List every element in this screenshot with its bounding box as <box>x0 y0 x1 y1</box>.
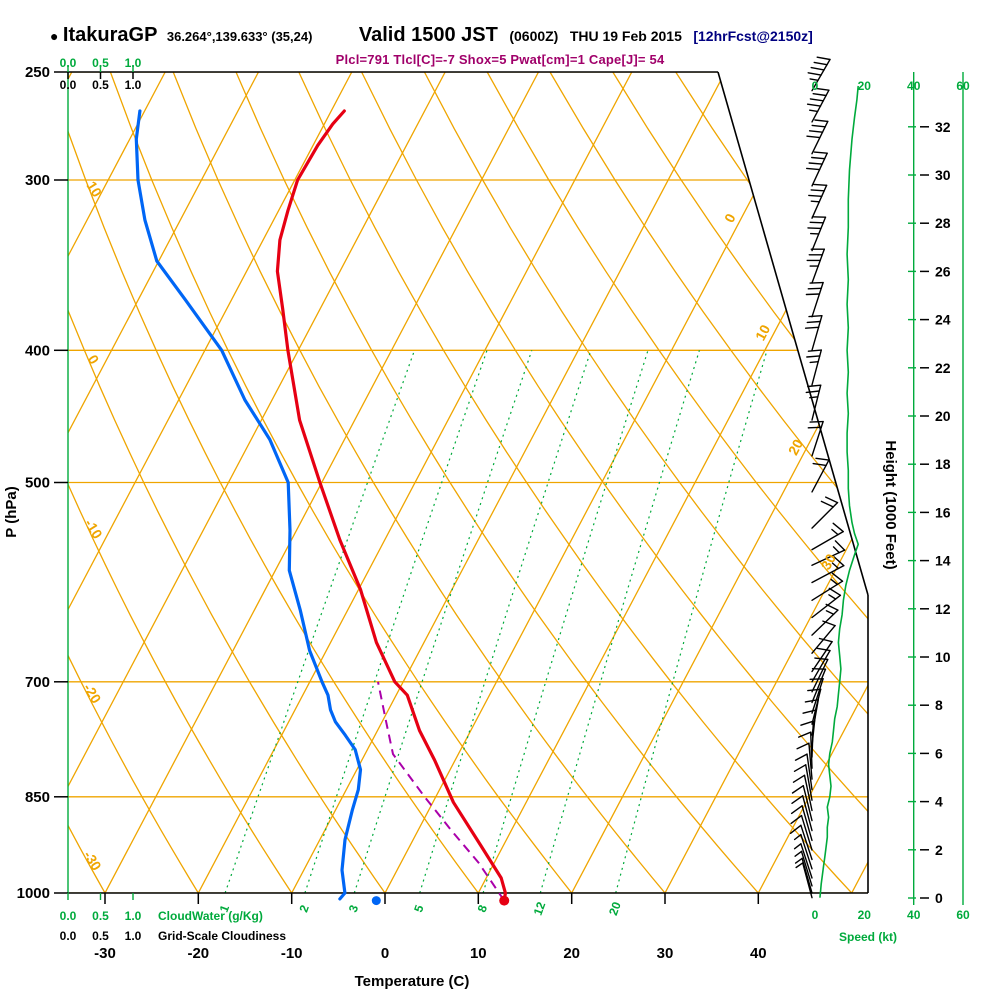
temperature-tick-label: -20 <box>187 945 209 962</box>
speed-scale-bottom: 60 <box>956 908 970 922</box>
height-tick-label: 26 <box>935 263 951 279</box>
speed-scale-top: 60 <box>956 79 970 93</box>
wind-speed-panel <box>819 72 964 905</box>
mixing-ratio-label: 20 <box>606 900 624 918</box>
speed-scale-top: 0 <box>812 79 819 93</box>
mixing-ratio-label: 2 <box>296 903 312 914</box>
mixing-ratio-label: 5 <box>411 903 427 914</box>
cloudiness-scale-top: 0.5 <box>92 78 109 92</box>
speed-axis-title: Speed (kt) <box>839 930 897 944</box>
temperature-line <box>275 109 507 903</box>
isotherm-label: 0 <box>721 211 739 226</box>
height-tick-label: 0 <box>935 890 943 906</box>
isotherm-label: 30 <box>818 551 840 572</box>
speed-scale-bottom: 0 <box>812 908 819 922</box>
temperature-tick-label: 10 <box>470 945 487 962</box>
pressure-tick-label: 850 <box>25 789 50 806</box>
parcel-line <box>377 681 506 902</box>
speed-scale-top: 40 <box>907 79 921 93</box>
speed-scale-bottom: 40 <box>907 908 921 922</box>
cloudiness-scale-top: 0.0 <box>60 78 77 92</box>
height-tick-label: 2 <box>935 842 943 858</box>
temperature-axis-title: Temperature (C) <box>355 973 470 990</box>
pressure-axis-title: P (hPa) <box>3 486 20 537</box>
mixing-ratio-lines <box>224 350 768 893</box>
height-tick-label: 32 <box>935 119 951 135</box>
mixing-ratio-label: 8 <box>475 903 491 914</box>
valid-z-time: (0600Z) <box>509 28 559 44</box>
sounding-profiles <box>134 109 510 906</box>
height-tick-label: 14 <box>935 553 951 569</box>
mixing-ratio-label: 1 <box>217 903 233 914</box>
pressure-tick-label: 1000 <box>17 885 50 902</box>
isotherm-label: 10 <box>752 322 774 343</box>
cloudwater-scale-top: 0.0 <box>60 56 77 70</box>
temperature-tick-label: -30 <box>94 945 116 962</box>
temperature-tick-label: 40 <box>750 945 767 962</box>
mixing-ratio-label: 12 <box>531 900 549 918</box>
temperature-tick-label: 30 <box>657 945 674 962</box>
cloudwater-scale-bottom: 1.0 <box>125 909 142 923</box>
height-tick-label: 4 <box>935 794 943 810</box>
height-tick-label: 22 <box>935 360 951 376</box>
station-name: ItakuraGP <box>62 24 158 46</box>
cloudwater-scale-bottom: 0.5 <box>92 909 109 923</box>
height-tick-label: 20 <box>935 408 951 424</box>
height-tick-label: 8 <box>935 697 943 713</box>
cloudwater-title: CloudWater (g/Kg) <box>158 909 263 923</box>
height-tick-label: 10 <box>935 649 951 665</box>
valid-date: THU 19 Feb 2015 <box>569 28 682 44</box>
cloudiness-scale-bottom: 0.5 <box>92 929 109 943</box>
height-axis-title: Height (1000 Feet) <box>882 440 899 569</box>
dry-adiabat-label: 10 <box>83 178 105 200</box>
dewpoint-line <box>134 109 363 901</box>
pressure-tick-label: 400 <box>25 342 50 359</box>
fcst-tag: [12hrFcst@2150z] <box>693 28 813 44</box>
height-tick-label: 16 <box>935 504 951 520</box>
temperature-tick-label: 20 <box>563 945 580 962</box>
cloudwater-scale-top: 0.5 <box>92 56 109 70</box>
wind-barbs <box>789 56 846 899</box>
cloudwater-scale-bottom: 0.0 <box>60 909 77 923</box>
dry-adiabat-label: 0 <box>85 352 103 367</box>
mixing-ratio-label: 3 <box>346 903 362 914</box>
surface-temperature-dot <box>499 895 510 906</box>
station-bullet: ● <box>50 28 59 44</box>
height-tick-label: 18 <box>935 456 951 472</box>
cloudiness-scale-top: 1.0 <box>125 78 142 92</box>
dry-adiabat-label: -10 <box>81 516 105 542</box>
dry-adiabat-label: -20 <box>80 681 104 707</box>
cloudwater-scale-top: 1.0 <box>125 56 142 70</box>
cloudiness-scale-bottom: 0.0 <box>60 929 77 943</box>
speed-scale-top: 20 <box>858 79 872 93</box>
height-tick-label: 12 <box>935 601 951 617</box>
dry-adiabat-label: -30 <box>80 848 104 874</box>
pressure-tick-label: 500 <box>25 475 50 492</box>
valid-time: Valid 1500 JST <box>358 24 498 46</box>
skewt-grid <box>68 72 868 893</box>
wind-speed-line <box>819 85 859 898</box>
title-bar: ● ItakuraGP 36.264°,139.633° (35,24) Val… <box>50 24 813 47</box>
height-tick-label: 30 <box>935 167 951 183</box>
height-tick-label: 6 <box>935 745 943 761</box>
speed-scale-bottom: 20 <box>858 908 872 922</box>
cloudiness-title: Grid-Scale Cloudiness <box>158 929 286 943</box>
pressure-tick-label: 300 <box>25 172 50 189</box>
pressure-tick-label: 250 <box>25 64 50 81</box>
isotherm-label: 20 <box>785 436 807 457</box>
station-coords: 36.264°,139.633° (35,24) <box>166 29 313 44</box>
pressure-tick-label: 700 <box>25 674 50 691</box>
temperature-tick-label: -10 <box>281 945 303 962</box>
params-line: Plcl=791 Tlcl[C]=-7 Shox=5 Pwat[cm]=1 Ca… <box>335 52 665 67</box>
height-tick-label: 28 <box>935 215 951 231</box>
height-tick-label: 24 <box>935 312 951 328</box>
surface-dewpoint-dot <box>371 896 381 906</box>
temperature-tick-label: 0 <box>381 945 389 962</box>
cloudiness-scale-bottom: 1.0 <box>125 929 142 943</box>
